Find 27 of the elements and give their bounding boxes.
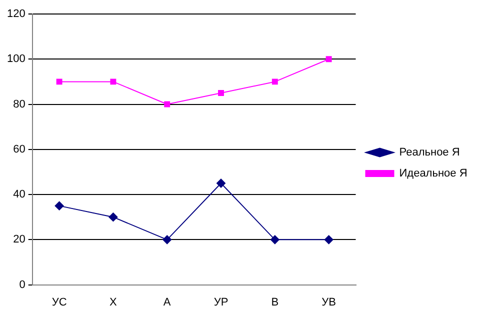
x-tick-label: УР bbox=[214, 296, 228, 308]
y-tick-label: 20 bbox=[13, 234, 26, 246]
y-tick-label: 80 bbox=[13, 98, 26, 110]
y-tick-label: 60 bbox=[13, 143, 26, 156]
point bbox=[216, 178, 226, 188]
point bbox=[324, 235, 334, 244]
point bbox=[270, 235, 280, 244]
point bbox=[108, 212, 118, 222]
legend-label: Идеальное Я bbox=[399, 168, 468, 180]
x-tick-label: УС bbox=[52, 296, 67, 308]
x-tick-label: Х bbox=[110, 296, 118, 308]
point bbox=[218, 90, 224, 96]
point bbox=[164, 101, 170, 108]
point bbox=[56, 78, 62, 85]
point bbox=[272, 78, 278, 85]
point bbox=[54, 201, 64, 210]
point bbox=[110, 78, 116, 85]
point bbox=[162, 235, 172, 244]
x-tick-label: УВ bbox=[322, 296, 336, 308]
x-tick-label: А bbox=[163, 296, 172, 308]
y-tick-label: 40 bbox=[13, 188, 26, 201]
point bbox=[326, 56, 332, 62]
y-tick-label: 120 bbox=[6, 8, 26, 20]
y-tick-label: 0 bbox=[19, 278, 26, 291]
x-tick-label: В bbox=[271, 296, 279, 308]
legend-label: Реальное Я bbox=[399, 146, 460, 159]
y-tick-label: 100 bbox=[6, 53, 26, 66]
